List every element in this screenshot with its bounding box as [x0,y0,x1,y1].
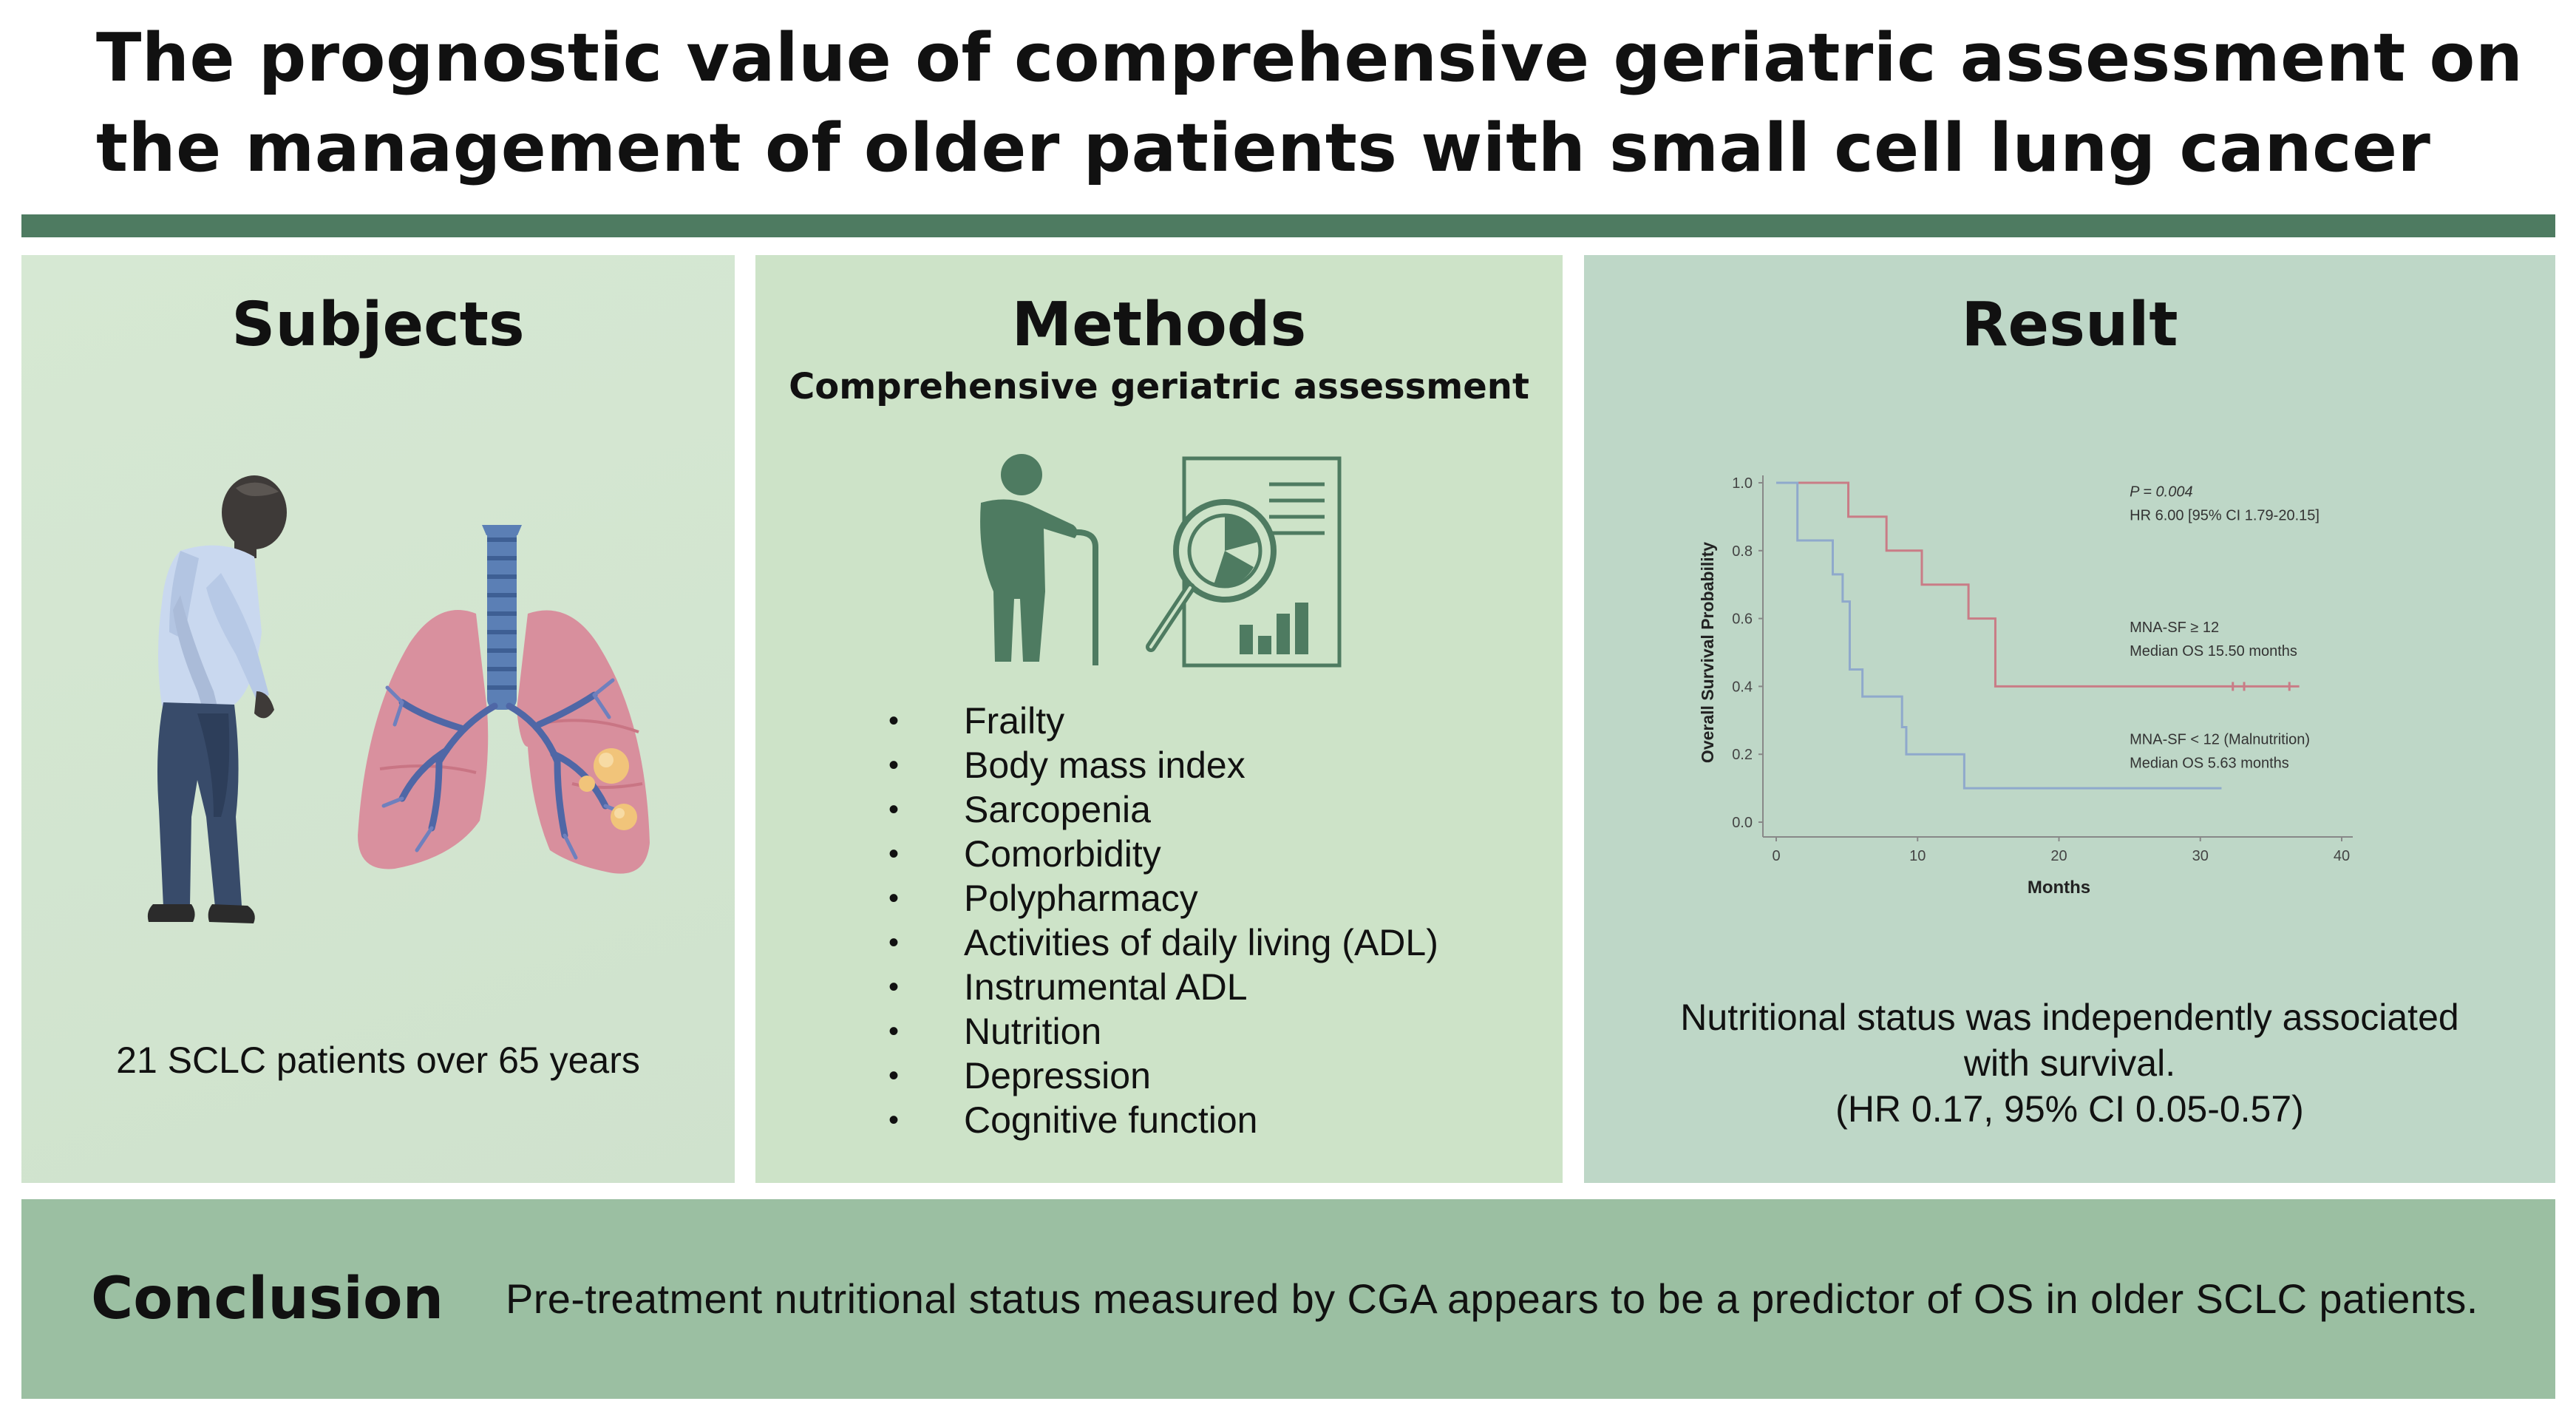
list-item: Cognitive function [888,1098,1438,1142]
list-item: Sarcopenia [888,787,1438,832]
list-item: Polypharmacy [888,876,1438,920]
result-summary: Nutritional status was independently ass… [1584,994,2555,1132]
elderly-man-illustration [147,475,287,923]
list-item: Frailty [888,699,1438,743]
red-group-median: Median OS 15.50 months [2130,643,2297,659]
x-tick-label: 0 [1772,848,1780,864]
y-tick-label: 0.8 [1732,543,1753,560]
methods-subheading: Comprehensive geriatric assessment [789,366,1529,407]
chart-axes [1762,475,2353,838]
page-title: The prognostic value of comprehensive ge… [96,13,2535,194]
y-tick-label: 0.2 [1732,747,1753,763]
list-item: Body mass index [888,743,1438,787]
methods-heading: Methods [1011,290,1307,360]
x-tick-label: 20 [2050,848,2067,864]
blue-group-median: Median OS 5.63 months [2130,756,2289,772]
y-tick-label: 0.6 [1732,611,1753,628]
subjects-heading: Subjects [231,290,525,360]
title-line-1: The prognostic value of comprehensive ge… [96,19,2524,97]
lungs-tumor-illustration [358,525,650,874]
subjects-caption: 21 SCLC patients over 65 years [116,1040,640,1081]
subjects-panel: Subjects [21,255,735,1183]
list-item: Nutrition [888,1009,1438,1054]
x-tick-label: 40 [2334,848,2350,864]
result-heading: Result [1961,290,2178,360]
survival-curve-red [1776,481,2300,688]
list-item: Depression [888,1054,1438,1098]
red-group-label: MNA-SF ≥ 12 [2130,620,2219,636]
p-value-annotation: P = 0.004 [2130,484,2192,500]
hr-annotation: HR 6.00 [95% CI 1.79-20.15] [2130,507,2320,523]
x-tick-label: 10 [1909,848,1926,864]
x-axis-label: Months [2028,878,2090,898]
blue-group-label: MNA-SF < 12 (Malnutrition) [2130,731,2310,747]
result-summary-line-1: Nutritional status was independently ass… [1680,997,2459,1038]
cga-domains-list: Frailty Body mass index Sarcopenia Comor… [888,699,1438,1142]
result-summary-line-2: with survival. [1963,1042,2176,1084]
y-tick-label: 1.0 [1732,475,1753,492]
y-axis-label: Overall Survival Probability [1698,542,1717,763]
result-summary-line-3: (HR 0.17, 95% CI 0.05-0.57) [1835,1088,2304,1130]
list-item: Instrumental ADL [888,965,1438,1009]
report-magnifier-icon [1146,456,1342,668]
conclusion-text: Pre-treatment nutritional status measure… [506,1275,2478,1322]
conclusion-banner: Conclusion Pre-treatment nutritional sta… [21,1199,2555,1399]
result-panel: Result 0.0 0.2 0.4 0.6 0.8 1.0 0 10 20 30 40 Over… [1584,255,2555,1183]
y-tick-label: 0.0 [1732,815,1753,831]
list-item: Activities of daily living (ADL) [888,920,1438,965]
survival-curve-blue [1776,481,2222,790]
conclusion-heading: Conclusion [91,1266,444,1332]
title-line-2: the management of older patients with sm… [96,109,2431,187]
list-item: Comorbidity [888,832,1438,876]
methods-panel: Methods Comprehensive geriatric assessme… [755,255,1563,1183]
kaplan-meier-chart: 0.0 0.2 0.4 0.6 0.8 1.0 0 10 20 30 40 Overall Sur… [1698,475,2353,898]
elderly-person-cane-icon [980,454,1098,665]
x-tick-label: 30 [2192,848,2209,864]
title-divider [21,214,2555,237]
y-tick-label: 0.4 [1732,679,1753,695]
